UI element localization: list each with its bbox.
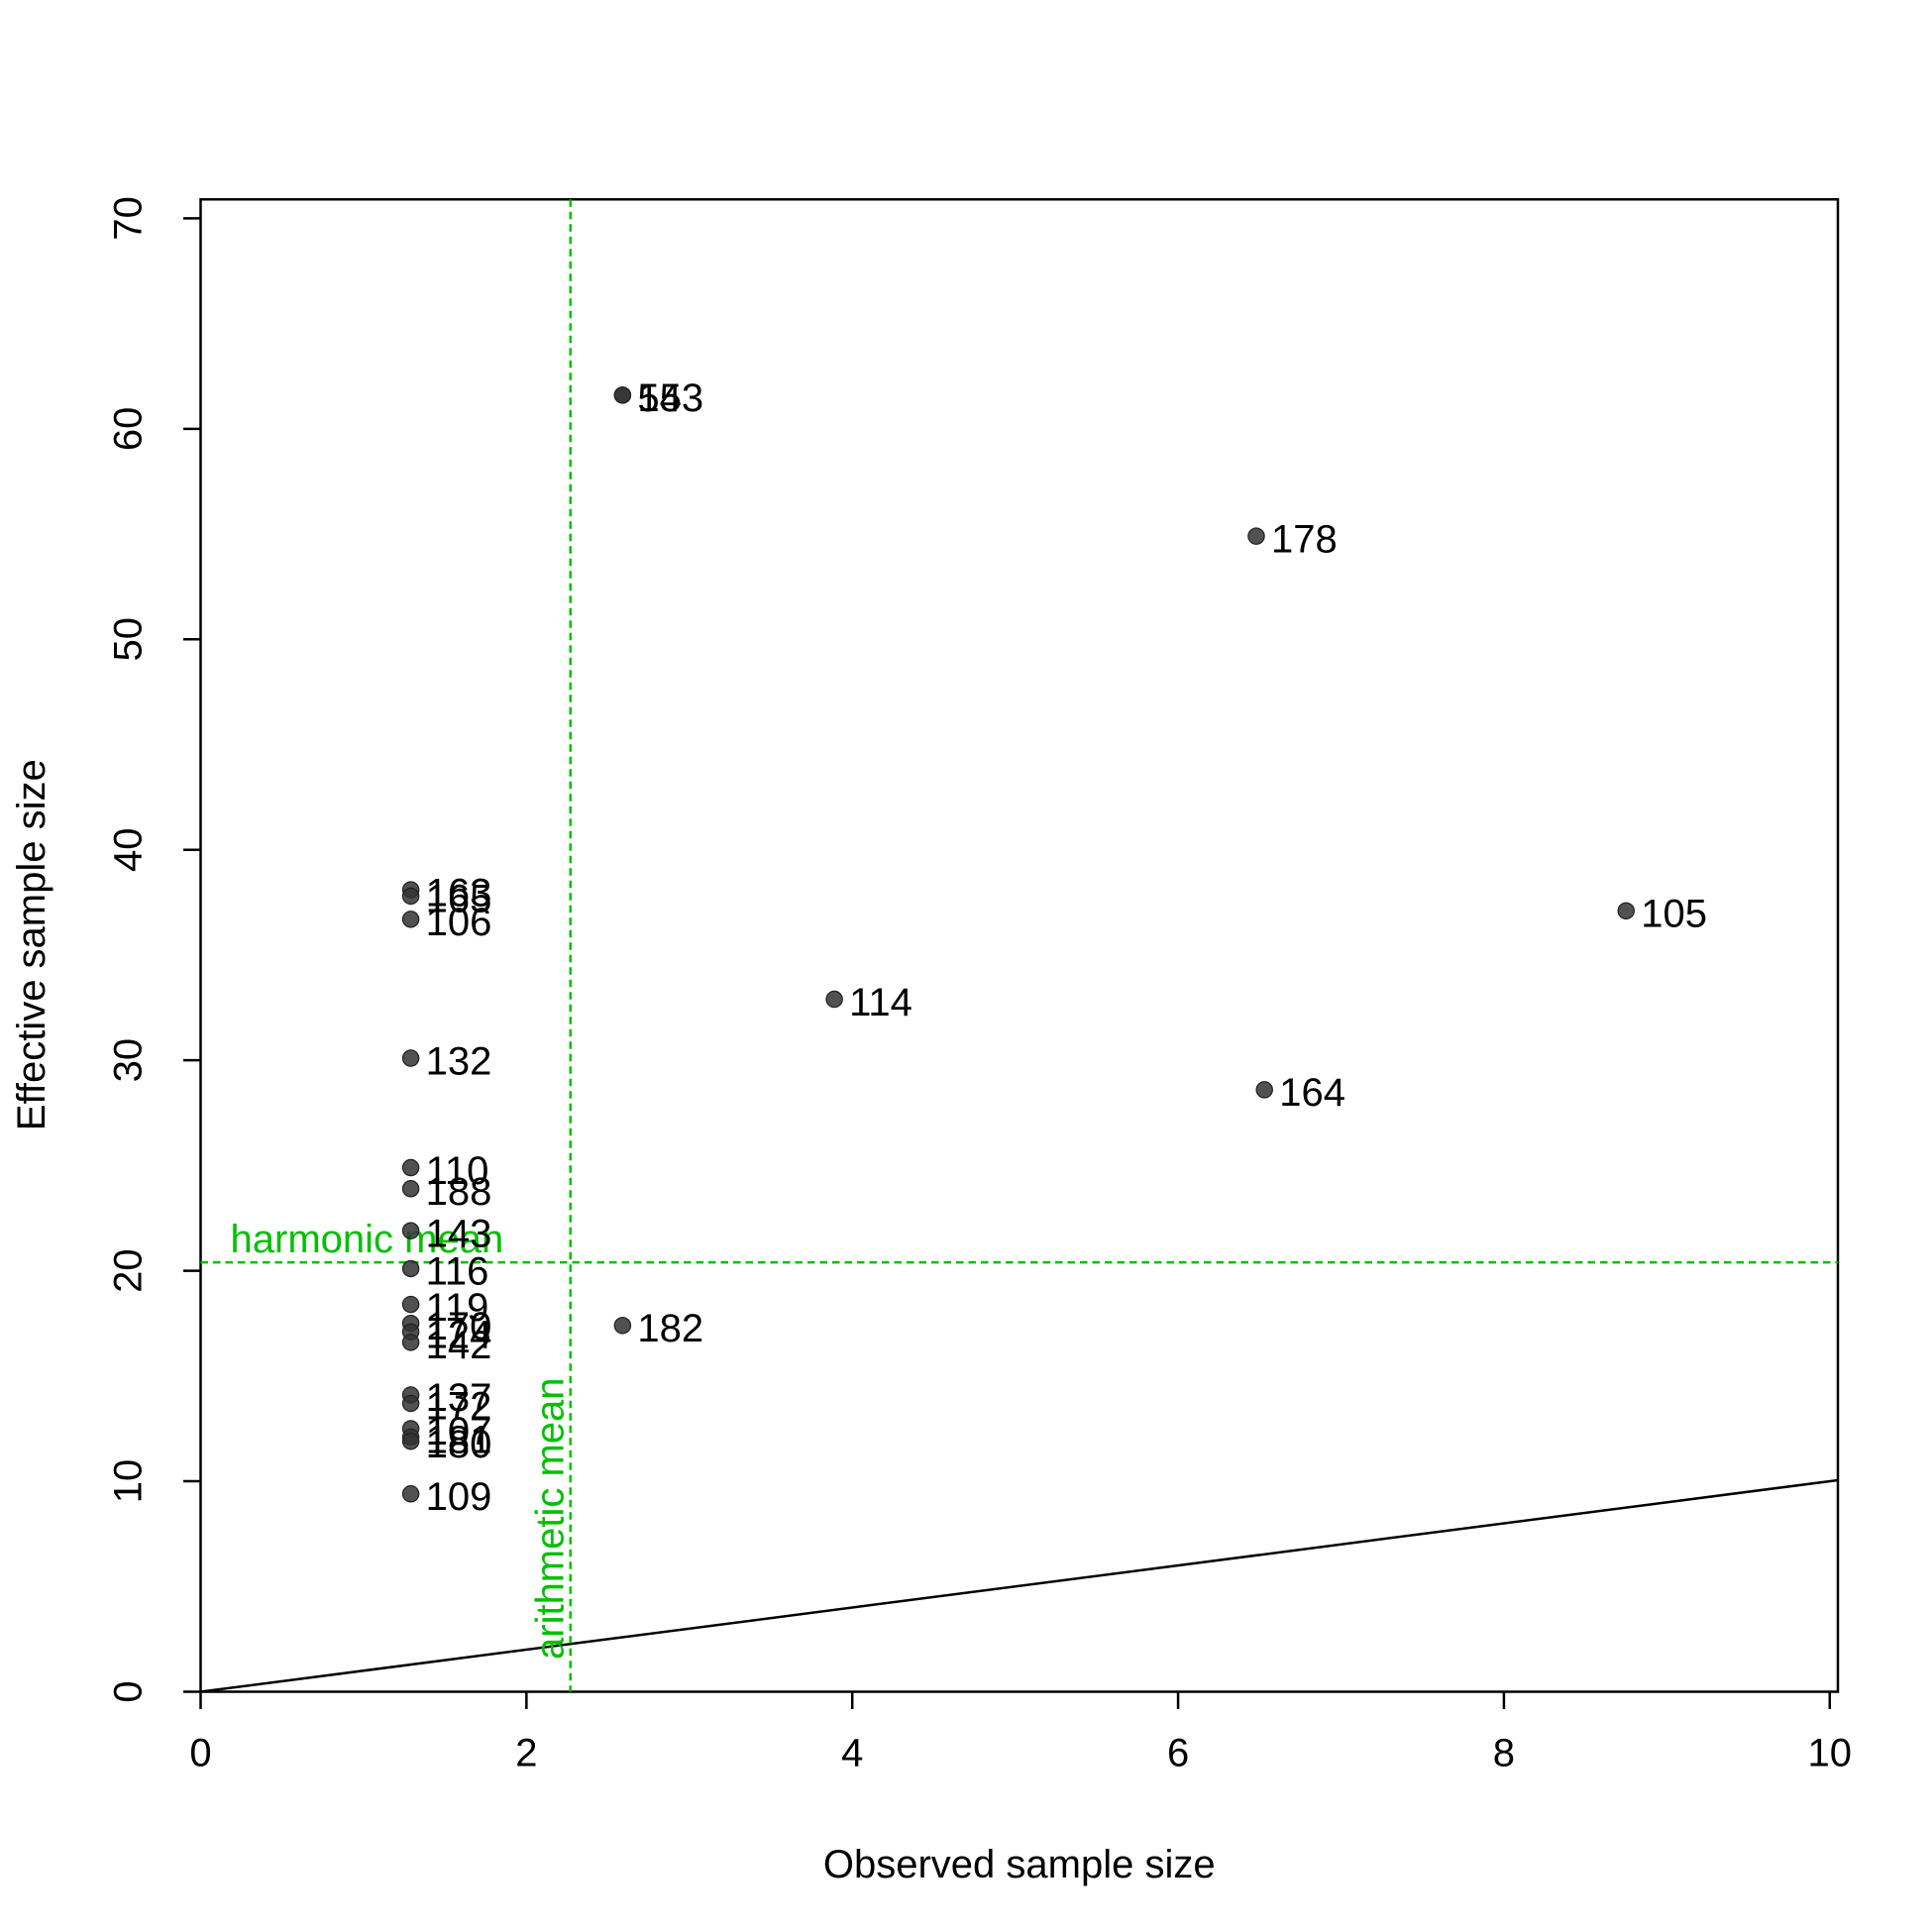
x-axis-label: Observed sample size: [823, 1843, 1216, 1886]
y-axis-label: Effective sample size: [10, 759, 54, 1130]
point: [401, 1295, 420, 1314]
vline-label: arithmetic mean: [528, 1377, 572, 1660]
point: [613, 386, 632, 404]
point-label: 54: [637, 376, 681, 420]
x-tick-label: 6: [1167, 1732, 1189, 1775]
point: [613, 1317, 632, 1335]
point: [401, 1222, 420, 1239]
point-label: 164: [1279, 1071, 1345, 1115]
point-label: 182: [637, 1307, 703, 1350]
point-label: 165: [426, 878, 492, 921]
y-tick-label: 10: [107, 1459, 151, 1504]
point: [1255, 1081, 1273, 1099]
point-label: 132: [426, 1039, 492, 1083]
x-tick-label: 2: [515, 1732, 537, 1775]
point-label: 119: [426, 1286, 489, 1330]
point: [401, 1180, 420, 1198]
point-label: 188: [426, 1170, 492, 1214]
hline-label: harmonic mean: [231, 1218, 504, 1261]
point: [401, 887, 420, 906]
point-label: 106: [426, 901, 492, 944]
point-label: 153: [637, 376, 703, 420]
point: [825, 990, 843, 1009]
point-label: 137: [426, 1376, 492, 1420]
point-label: 143: [426, 1212, 492, 1255]
point: [401, 1158, 420, 1177]
y-tick-label: 30: [107, 1038, 151, 1083]
y-tick-label: 60: [107, 407, 151, 451]
y-tick-label: 70: [107, 196, 151, 241]
point: [401, 1049, 420, 1067]
point-label: 116: [426, 1250, 489, 1294]
y-tick-label: 20: [107, 1248, 151, 1293]
point-label: 172: [426, 1385, 492, 1429]
x-tick-label: 0: [189, 1732, 211, 1775]
point: [401, 1394, 420, 1413]
reference-line: [200, 1478, 1839, 1693]
x-tick-label: 4: [841, 1732, 863, 1775]
point: [1617, 902, 1635, 920]
point-label: 170: [426, 1305, 492, 1348]
point-label: 109: [426, 1475, 492, 1519]
point-label: 105: [1641, 893, 1707, 936]
y-tick-label: 0: [107, 1680, 151, 1702]
x-tick-label: 10: [1808, 1732, 1852, 1775]
point-label: 163: [426, 871, 492, 914]
y-tick-label: 40: [107, 827, 151, 872]
x-tick-label: 8: [1493, 1732, 1515, 1775]
point-label: 180: [426, 1423, 492, 1466]
point-label: 114: [849, 981, 912, 1024]
y-tick-label: 50: [107, 617, 151, 661]
point: [401, 1334, 420, 1351]
plot-frame: [199, 198, 1840, 1693]
point: [401, 1259, 420, 1278]
point-label: 124: [426, 1313, 492, 1356]
point: [1247, 527, 1265, 545]
point-label: 107: [426, 1410, 492, 1453]
point: [401, 911, 420, 928]
point-label: 181: [426, 1419, 492, 1462]
point: [401, 1485, 420, 1503]
point-label: 110: [426, 1149, 489, 1193]
point: [401, 1432, 420, 1450]
point-label: 178: [1271, 517, 1338, 561]
point-label: 142: [426, 1324, 492, 1367]
